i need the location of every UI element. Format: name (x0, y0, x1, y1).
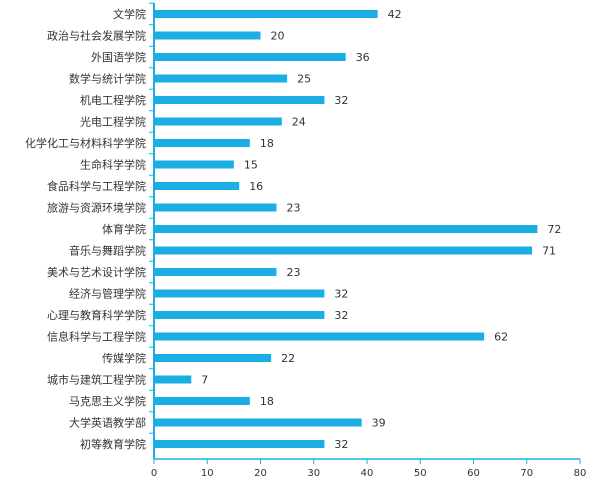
bar (154, 31, 261, 40)
bar (154, 53, 346, 61)
category-label: 初等教育学院 (80, 437, 146, 451)
category-label: 传媒学院 (102, 351, 146, 365)
bar (154, 268, 277, 276)
data-label: 32 (334, 309, 348, 322)
bar (154, 96, 325, 104)
data-label: 25 (297, 73, 311, 86)
bar (154, 225, 538, 233)
data-label: 36 (356, 51, 370, 64)
x-tick-label: 10 (201, 468, 214, 479)
data-label: 16 (249, 180, 263, 193)
x-tick-label: 20 (254, 468, 267, 479)
data-label: 62 (494, 331, 508, 344)
x-tick-label: 0 (151, 468, 157, 479)
bar (154, 375, 192, 384)
bar (154, 139, 250, 147)
category-label: 马克思主义学院 (69, 394, 146, 408)
bar (154, 203, 277, 212)
bar (154, 74, 288, 83)
data-label: 15 (244, 159, 258, 172)
category-label: 城市与建筑工程学院 (47, 373, 146, 387)
x-tick-label: 40 (361, 468, 374, 479)
category-label: 旅游与资源环境学院 (47, 201, 146, 215)
bar (154, 117, 282, 126)
bar (154, 354, 272, 362)
category-label: 光电工程学院 (80, 115, 146, 129)
bar (154, 289, 325, 298)
category-label: 信息科学与工程学院 (47, 330, 146, 344)
data-label: 24 (292, 116, 306, 129)
category-label: 音乐与舞蹈学院 (69, 244, 146, 258)
data-label: 20 (271, 30, 285, 43)
data-label: 18 (260, 395, 274, 408)
category-label: 大学英语教学部 (69, 416, 146, 430)
category-label: 文学院 (113, 7, 146, 21)
category-label: 外国语学院 (91, 50, 146, 64)
category-label: 体育学院 (102, 222, 146, 236)
bar (154, 160, 234, 169)
bars-group (154, 10, 538, 448)
category-label: 经济与管理学院 (69, 287, 146, 301)
category-label: 政治与社会发展学院 (47, 29, 146, 43)
category-label: 心理与教育科学学院 (47, 308, 146, 322)
bar (154, 182, 240, 190)
data-label: 32 (334, 288, 348, 301)
category-label: 机电工程学院 (80, 93, 146, 107)
category-labels-group: 文学院政治与社会发展学院外国语学院数学与统计学院机电工程学院光电工程学院化学化工… (25, 7, 146, 451)
category-label: 美术与艺术设计学院 (47, 265, 146, 279)
data-label: 23 (286, 266, 300, 279)
x-ticks-group: 0 10 20 30 40 50 60 70 80 (151, 459, 587, 479)
data-label: 23 (286, 202, 300, 215)
data-label: 39 (372, 417, 386, 430)
bar (154, 418, 362, 427)
category-label: 数学与统计学院 (69, 72, 146, 86)
x-tick-label: 60 (467, 468, 480, 479)
data-label: 32 (334, 94, 348, 107)
bar (154, 397, 250, 405)
data-label: 18 (260, 137, 274, 150)
x-tick-label: 30 (307, 468, 320, 479)
data-label: 71 (542, 245, 556, 258)
bar (154, 332, 485, 341)
bar (154, 311, 325, 319)
x-tick-label: 80 (574, 468, 587, 479)
category-label: 化学化工与材料科学学院 (25, 136, 146, 150)
bar (154, 440, 325, 448)
data-label: 32 (334, 438, 348, 451)
x-tick-label: 70 (520, 468, 533, 479)
category-label: 生命科学学院 (80, 158, 146, 172)
data-label: 72 (547, 223, 561, 236)
x-tick-label: 50 (414, 468, 427, 479)
data-label: 7 (201, 374, 208, 387)
bar (154, 246, 533, 255)
bar (154, 10, 378, 18)
category-label: 食品科学与工程学院 (47, 179, 146, 193)
data-label: 22 (281, 352, 295, 365)
value-labels-group: 4220362532241815162372712332326222718393… (201, 8, 561, 451)
data-label: 42 (388, 8, 402, 21)
